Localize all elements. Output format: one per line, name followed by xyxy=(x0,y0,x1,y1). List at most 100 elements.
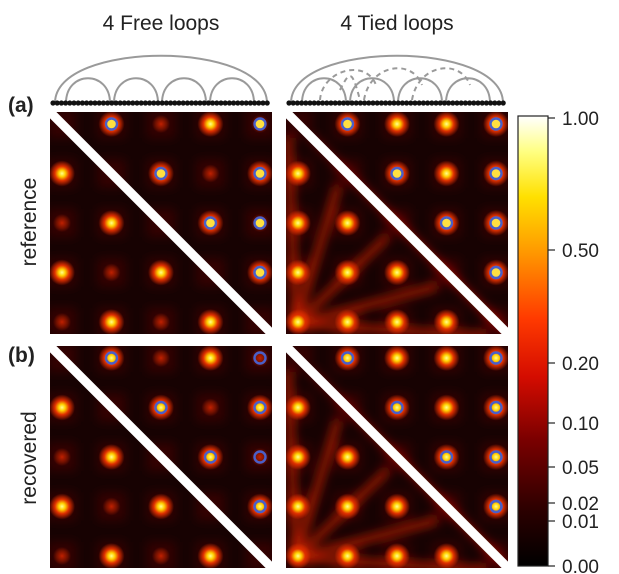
loop-marker xyxy=(439,450,454,464)
loop-marker xyxy=(203,450,218,464)
bead xyxy=(155,100,161,106)
bead xyxy=(374,100,380,106)
colorbar-ticks: 1.00 0.50 0.20 0.10 0.05 0.020.01 0.00 xyxy=(548,109,599,574)
contact-spot xyxy=(334,346,361,371)
bead xyxy=(475,100,481,106)
tie-stripe xyxy=(292,420,341,560)
contact-spot xyxy=(201,164,220,183)
heatmap-reference-tied xyxy=(286,112,508,334)
bead xyxy=(96,100,102,106)
bead xyxy=(454,100,460,106)
panel-label-b: (b) xyxy=(8,344,35,367)
contact-spot xyxy=(483,493,508,520)
free-loops-outer-arc xyxy=(54,54,268,104)
bead xyxy=(92,100,98,106)
loop-marker xyxy=(253,166,267,181)
bead xyxy=(303,100,309,106)
tie-dashed-arc xyxy=(411,67,471,101)
bead xyxy=(67,100,73,106)
bead xyxy=(88,100,94,106)
contact-spot xyxy=(53,214,71,232)
bead xyxy=(479,100,485,106)
tied-loops-outer-arc xyxy=(290,54,504,104)
bead xyxy=(264,100,270,106)
bead xyxy=(332,100,338,106)
bead xyxy=(336,100,342,106)
contact-spot xyxy=(98,210,125,236)
diagonal-band xyxy=(50,112,272,334)
contact-spot xyxy=(53,547,71,565)
heatmap-recovered-tied xyxy=(286,346,508,568)
bead xyxy=(378,100,384,106)
contact-spot xyxy=(286,394,311,421)
contact-spot xyxy=(483,346,508,371)
bead xyxy=(197,100,203,106)
bead xyxy=(63,100,69,106)
bead xyxy=(408,100,414,106)
contact-spot xyxy=(384,543,410,568)
loop-marker xyxy=(489,216,503,230)
bead xyxy=(147,100,153,106)
contact-spot xyxy=(201,398,220,417)
bead xyxy=(222,100,228,106)
contact-spot xyxy=(152,547,170,565)
bead xyxy=(425,100,431,106)
bead xyxy=(176,100,182,106)
row-label-recovered: recovered xyxy=(18,411,41,504)
loop-marker xyxy=(489,351,503,365)
contact-spot xyxy=(483,444,508,470)
loop-marker xyxy=(203,216,218,230)
contact-spot xyxy=(197,346,224,371)
contact-spot xyxy=(102,263,121,282)
bead xyxy=(488,100,494,106)
bead xyxy=(483,100,489,106)
bead xyxy=(429,100,435,106)
loop-marker xyxy=(489,400,503,415)
bead xyxy=(500,100,506,106)
bead xyxy=(471,100,477,106)
bead xyxy=(395,100,401,106)
colorbar-tick-label: 0.50 xyxy=(562,241,599,262)
bead xyxy=(231,100,237,106)
contact-spot xyxy=(433,160,460,187)
bead xyxy=(320,100,326,106)
contact-spot xyxy=(334,543,361,568)
contact-spot xyxy=(334,210,361,236)
bead xyxy=(290,100,296,106)
bead xyxy=(239,100,245,106)
contact-spot xyxy=(334,493,361,520)
bead xyxy=(210,100,216,106)
heatmap-recovered-free xyxy=(50,346,272,568)
bead xyxy=(117,100,123,106)
bead xyxy=(109,100,115,106)
colorbar-tick-label: 0.01 xyxy=(562,512,599,533)
loop-marker xyxy=(253,117,267,131)
bead xyxy=(341,100,347,106)
bead xyxy=(50,100,56,106)
contact-spot xyxy=(50,259,75,286)
contact-spot xyxy=(384,259,410,286)
diagonal-band xyxy=(286,112,508,334)
bead xyxy=(328,100,334,106)
bead xyxy=(247,100,253,106)
bead xyxy=(180,100,186,106)
contact-spot xyxy=(102,497,121,516)
contact-spot xyxy=(334,309,361,334)
tied-loop-arc xyxy=(445,77,491,104)
bead xyxy=(75,100,81,106)
contact-spot xyxy=(197,112,224,137)
row-label-reference: reference xyxy=(18,178,41,267)
bead xyxy=(349,100,355,106)
colorbar-tick-label: 0.10 xyxy=(562,414,599,435)
contact-spot xyxy=(286,160,311,187)
bead xyxy=(121,100,127,106)
bead xyxy=(142,100,148,106)
contact-spot xyxy=(433,112,460,137)
contact-spot xyxy=(286,444,311,470)
contact-spot xyxy=(50,160,75,187)
loop-marker xyxy=(253,400,267,415)
bead xyxy=(416,100,422,106)
loop-marker xyxy=(489,166,503,181)
tied-loops-diagram xyxy=(286,54,506,106)
